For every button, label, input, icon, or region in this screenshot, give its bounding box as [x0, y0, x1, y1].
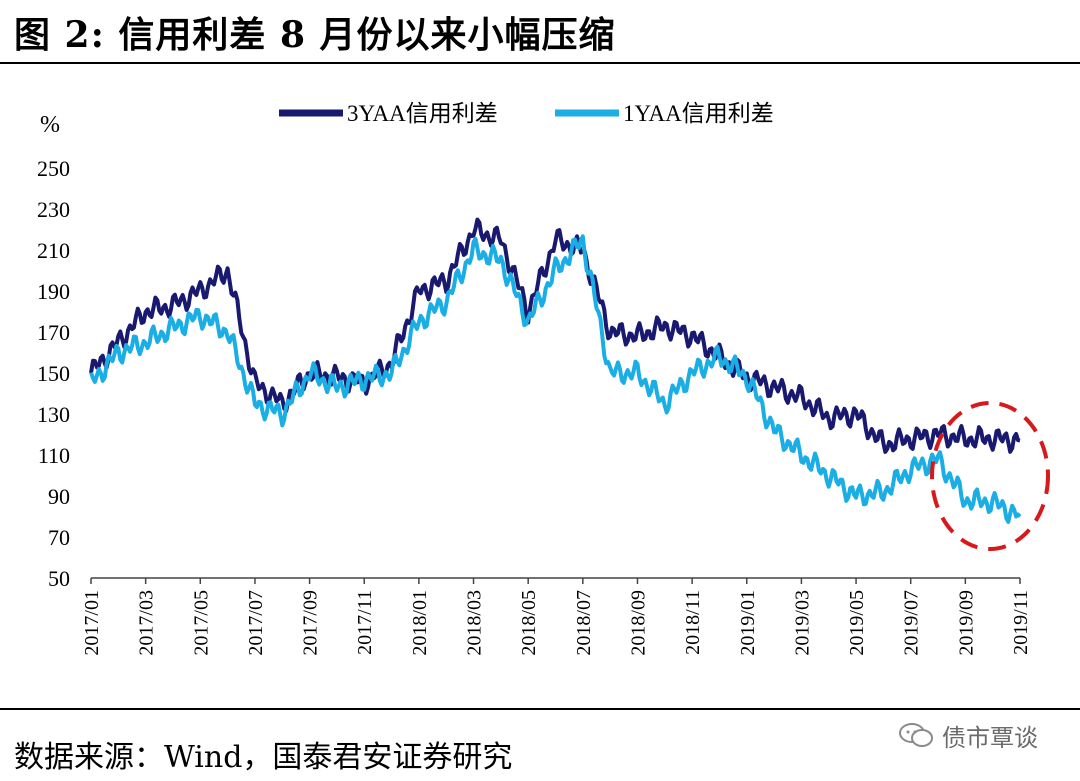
- series-lines: [89, 217, 1022, 524]
- x-tick-label: 2018/09: [627, 590, 649, 656]
- y-tick-label: 250: [37, 156, 70, 181]
- x-tick-label: 2019/09: [955, 590, 977, 656]
- y-tick-label: 130: [37, 402, 70, 427]
- legend-label: 1YAA信用利差: [623, 101, 774, 126]
- y-tick-label: 90: [48, 484, 70, 509]
- legend-label: 3YAA信用利差: [347, 101, 498, 126]
- x-tick-label: 2017/03: [136, 590, 158, 656]
- x-tick-label: 2017/07: [245, 590, 267, 656]
- y-tick-label: 210: [37, 238, 70, 263]
- y-tick-label: 230: [37, 197, 70, 222]
- x-tick-label: 2017/11: [354, 590, 376, 655]
- highlight-ellipse: [930, 401, 1050, 551]
- y-tick-label: 70: [48, 525, 70, 550]
- chart-legend: 3YAA信用利差 1YAA信用利差: [279, 101, 774, 126]
- x-tick-label: 2017/05: [190, 590, 212, 656]
- line-chart: % 50 70 90 110 130 150 170 190 210 230 250 2017/01 20…: [37, 101, 1050, 656]
- y-tick-label: 150: [37, 361, 70, 386]
- x-tick-label: 2018/07: [573, 590, 595, 656]
- title-rule: [0, 62, 1080, 64]
- source-rule: [0, 708, 1080, 710]
- figure-title: 图 2: 信用利差 8 月份以来小幅压缩: [14, 14, 616, 56]
- x-tick-label: 2019/03: [791, 590, 813, 656]
- x-tick-label: 2018/11: [682, 590, 704, 655]
- y-tick-label: 110: [38, 443, 70, 468]
- y-tick-label: 50: [48, 566, 70, 591]
- watermark: 债市覃谈: [898, 720, 1038, 752]
- source-note: 数据来源：Wind，国泰君安证券研究: [14, 740, 513, 775]
- x-tick-label: 2017/01: [81, 590, 103, 656]
- x-tick-label: 2018/05: [518, 590, 540, 656]
- chart-axes: % 50 70 90 110 130 150 170 190 210 230 250 2017/01 20…: [37, 112, 1032, 656]
- x-tick-label: 2018/01: [409, 590, 431, 656]
- x-tick-label: 2019/07: [901, 590, 923, 656]
- x-tick-label: 2019/01: [737, 590, 759, 656]
- series-line: [89, 217, 1021, 454]
- x-tick-label: 2018/03: [464, 590, 486, 656]
- y-tick-label: 190: [37, 279, 70, 304]
- x-tick-label: 2019/05: [846, 590, 868, 656]
- y-axis-label: %: [40, 112, 60, 138]
- y-tick-label: 170: [37, 320, 70, 345]
- chat-bubbles-icon: [899, 723, 933, 747]
- x-tick-label: 2017/09: [300, 590, 322, 656]
- x-tick-label: 2019/11: [1010, 590, 1032, 655]
- watermark-text: 债市覃谈: [942, 723, 1038, 752]
- series-line: [89, 234, 1022, 524]
